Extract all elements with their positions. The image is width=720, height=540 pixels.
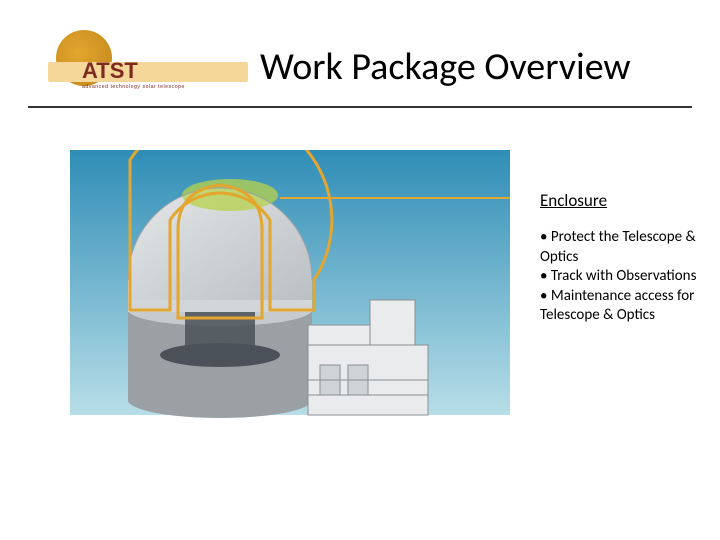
slide: ATST advanced technology solar telescope… (0, 0, 720, 540)
callout-body: Protect the Telescope & Optics Track wit… (540, 228, 705, 326)
callout-item: Maintenance access for Telescope & Optic… (540, 287, 705, 326)
callout-item: Track with Observations (540, 267, 705, 287)
page-title: Work Package Overview (260, 44, 631, 90)
callout-item: Protect the Telescope & Optics (540, 228, 705, 267)
atst-logo: ATST advanced technology solar telescope (48, 28, 248, 100)
logo-sub-text: advanced technology solar telescope (82, 84, 185, 90)
telescope-figure (70, 150, 510, 460)
header: ATST advanced technology solar telescope… (0, 0, 720, 110)
logo-band (48, 62, 248, 82)
title-rule (28, 106, 692, 108)
logo-main-text: ATST (82, 58, 138, 83)
callout-label: Enclosure (540, 190, 607, 211)
